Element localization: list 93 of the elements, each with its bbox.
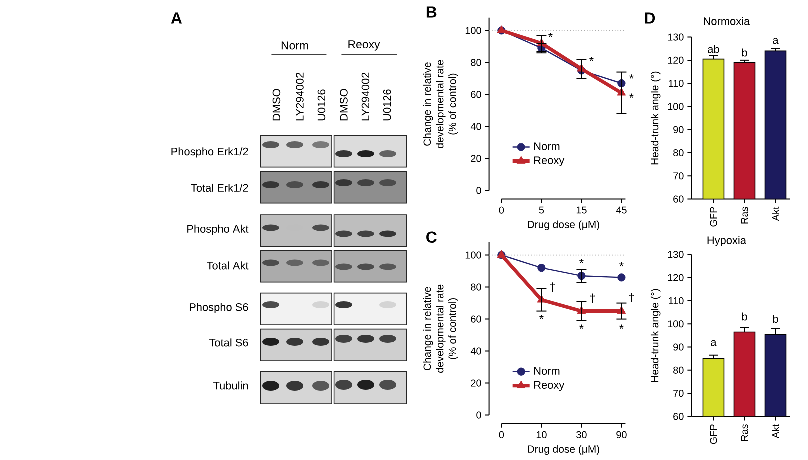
y-tick-label: 80 — [471, 59, 482, 66]
y-tick-label: 80 — [471, 284, 482, 291]
y-tick-label: 80 — [674, 366, 684, 374]
y-tick-label: 120 — [668, 274, 684, 282]
y-tick-label: 100 — [466, 27, 482, 34]
x-tick-label: 0 — [499, 431, 504, 438]
annotation: * — [580, 324, 584, 329]
annotation: * — [590, 56, 594, 62]
legend-label: Norm — [534, 367, 560, 375]
y-axis-title: Head-trunk angle (°) — [650, 289, 661, 382]
y-tick-label: 60 — [471, 91, 482, 98]
y-tick-label: 40 — [470, 123, 482, 130]
x-tick-label: Ras — [741, 207, 748, 224]
annotation: * — [620, 262, 624, 267]
text: U0126 — [383, 90, 392, 121]
x-axis-title: Drug dose (μM) — [528, 445, 600, 456]
chart-title: B — [426, 6, 437, 18]
chart-title: C — [426, 232, 437, 244]
y-tick-label: 80 — [674, 149, 684, 157]
x-tick-label: GFP — [710, 207, 718, 227]
annotation: * — [620, 324, 624, 329]
text: Norm — [282, 42, 308, 50]
annotation: † — [550, 282, 556, 292]
point — [538, 264, 546, 272]
text: Total Erk1/2 — [191, 184, 248, 192]
annotation: * — [540, 314, 544, 320]
y-tick-label: 90 — [674, 344, 684, 351]
y-tick-label: 120 — [668, 56, 684, 64]
x-tick-label: 0 — [499, 206, 504, 214]
chart-title: Hypoxia — [708, 236, 746, 247]
x-tick-label: 45 — [616, 206, 627, 214]
text: Total Akt — [207, 262, 249, 270]
annotation: b — [773, 315, 778, 324]
text: DMSO — [340, 89, 348, 121]
y-tick-label: 60 — [674, 413, 684, 420]
text: Tubulin — [214, 382, 248, 390]
point — [618, 274, 626, 282]
text: D — [645, 12, 656, 24]
annotation: * — [630, 94, 634, 98]
y-axis-title: Change in relative developmental rate (% of control) — [423, 284, 458, 373]
y-tick-label: 60 — [674, 196, 684, 203]
text: DMSO — [272, 89, 281, 121]
y-tick-label: 0 — [476, 187, 482, 194]
x-tick-label: Akt — [772, 424, 780, 439]
x-tick-label: 15 — [576, 206, 587, 214]
annotation: a — [711, 340, 717, 346]
annotation: * — [630, 74, 634, 79]
y-tick-label: 20 — [471, 380, 482, 387]
y-axis-title: Change in relative developmental rate (% of control) — [423, 60, 458, 148]
chart-title: Normoxia — [704, 17, 750, 26]
text: Phospho Erk1/2 — [172, 148, 248, 158]
text: U0126 — [318, 90, 326, 121]
annotation: a — [773, 38, 779, 44]
annotation: ab — [708, 45, 720, 54]
x-tick-label: 10 — [536, 431, 547, 438]
text: Reoxy — [348, 40, 380, 51]
y-tick-label: 0 — [476, 412, 482, 419]
x-tick-label: Ras — [741, 424, 748, 442]
y-tick-label: 60 — [471, 316, 482, 323]
x-tick-label: GFP — [710, 424, 718, 444]
x-tick-label: Akt — [772, 206, 780, 222]
legend-label: Reoxy — [534, 156, 565, 167]
y-tick-label: 100 — [466, 252, 482, 259]
y-tick-label: 20 — [471, 155, 482, 162]
y-tick-label: 90 — [674, 126, 684, 134]
text: LY294002 — [296, 72, 304, 121]
text: LY294002 — [362, 72, 370, 121]
text: Phospho Akt — [188, 224, 249, 236]
annotation: * — [548, 32, 553, 38]
y-tick-label: 100 — [668, 320, 684, 328]
annotation: * — [580, 259, 584, 264]
x-axis-title: Drug dose (μM) — [528, 220, 600, 230]
y-tick-label: 70 — [674, 172, 684, 180]
y-tick-label: 40 — [470, 348, 482, 355]
y-tick-label: 100 — [668, 103, 684, 110]
text: Total S6 — [209, 338, 248, 347]
y-tick-label: 110 — [669, 297, 684, 305]
legend-label: Norm — [534, 142, 560, 150]
annotation: b — [742, 312, 748, 321]
text: Phospho S6 — [190, 303, 248, 314]
annotation: † — [590, 294, 596, 304]
y-tick-label: 130 — [668, 34, 684, 41]
annotation: † — [629, 292, 634, 302]
annotation: b — [742, 48, 748, 57]
y-tick-label: 110 — [669, 80, 684, 88]
y-axis-title: Head-trunk angle (°) — [650, 72, 661, 165]
legend-label: Reoxy — [534, 381, 565, 392]
x-tick-label: 90 — [616, 431, 627, 438]
text: A — [171, 12, 182, 24]
y-tick-label: 70 — [674, 390, 684, 398]
x-tick-label: 30 — [576, 431, 587, 438]
x-tick-label: 5 — [539, 206, 544, 214]
y-tick-label: 130 — [668, 251, 684, 258]
